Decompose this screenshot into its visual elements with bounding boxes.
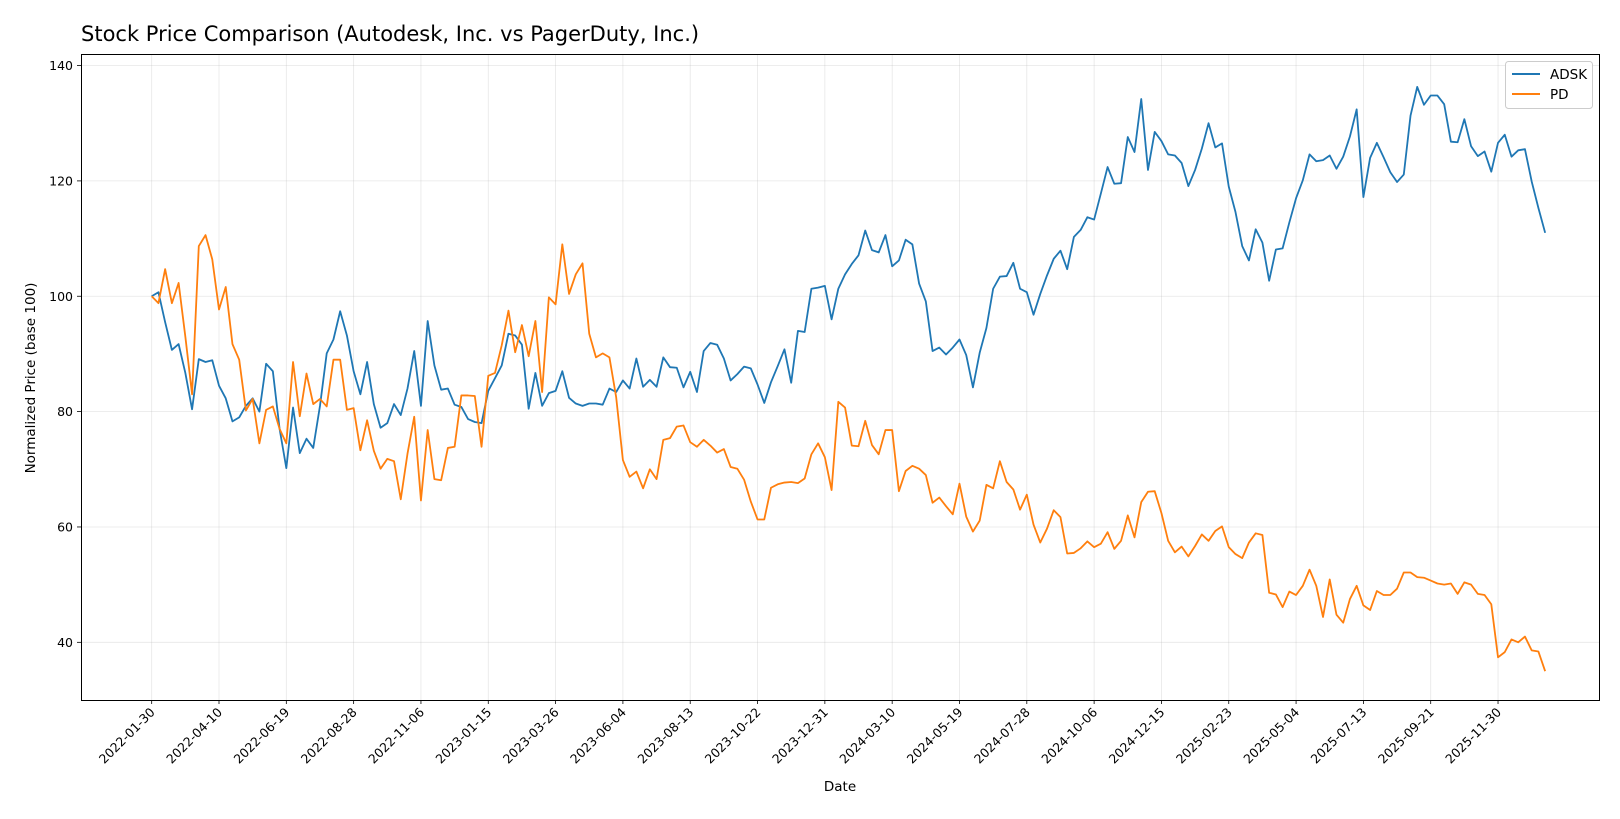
- x-tick-label: 2023-01-15: [432, 705, 494, 767]
- x-axis-label: Date: [824, 779, 856, 795]
- y-tick-label: 100: [49, 289, 73, 304]
- y-tick-label: 80: [57, 404, 73, 419]
- x-tick-label: 2023-06-04: [567, 704, 629, 766]
- legend-label-adsk: ADSK: [1550, 67, 1588, 83]
- x-tick-label: 2025-11-30: [1442, 704, 1504, 766]
- y-tick-label: 120: [49, 173, 73, 188]
- x-tick-label: 2022-11-06: [365, 704, 427, 766]
- x-tick-label: 2023-10-22: [702, 705, 764, 767]
- x-tick-label: 2025-09-21: [1375, 705, 1437, 767]
- x-tick-label: 2024-03-10: [836, 704, 898, 766]
- series-line-pd: [151, 234, 1547, 672]
- chart-title: Stock Price Comparison (Autodesk, Inc. v…: [81, 22, 699, 46]
- x-tick-label: 2024-07-28: [971, 704, 1033, 766]
- x-tick-label: 2024-05-19: [904, 704, 966, 766]
- x-tick-label: 2023-08-13: [634, 705, 696, 767]
- x-tick-label: 2025-05-04: [1240, 704, 1302, 766]
- x-axis-ticks: 2022-01-30 2022-04-10 2022-06-19 2022-08-28…: [96, 700, 1504, 766]
- x-tick-label: 2024-10-06: [1038, 704, 1100, 766]
- x-tick-label: 2022-06-19: [230, 704, 292, 766]
- y-tick-label: 140: [49, 58, 73, 73]
- x-tick-label: 2022-08-28: [298, 704, 360, 766]
- x-tick-label: 2023-12-31: [769, 705, 831, 767]
- y-tick-label: 40: [57, 635, 73, 650]
- grid-lines: [81, 54, 1599, 700]
- y-tick-label: 60: [57, 519, 73, 534]
- series-lines: [151, 85, 1547, 672]
- y-axis-label: Normalized Price (base 100): [23, 283, 39, 474]
- series-line-adsk: [151, 85, 1547, 470]
- x-tick-label: 2022-04-10: [163, 704, 225, 766]
- legend: ADSK PD: [1505, 61, 1593, 109]
- y-axis-ticks: 40 60 80 100 120 140: [49, 58, 81, 650]
- x-tick-label: 2022-01-30: [96, 704, 158, 766]
- x-tick-label: 2025-02-23: [1173, 705, 1235, 767]
- x-tick-label: 2024-12-15: [1106, 705, 1168, 767]
- x-tick-label: 2023-03-26: [500, 704, 562, 766]
- legend-label-pd: PD: [1550, 87, 1569, 103]
- plot-frame: [81, 54, 1600, 701]
- x-tick-label: 2025-07-13: [1308, 705, 1370, 767]
